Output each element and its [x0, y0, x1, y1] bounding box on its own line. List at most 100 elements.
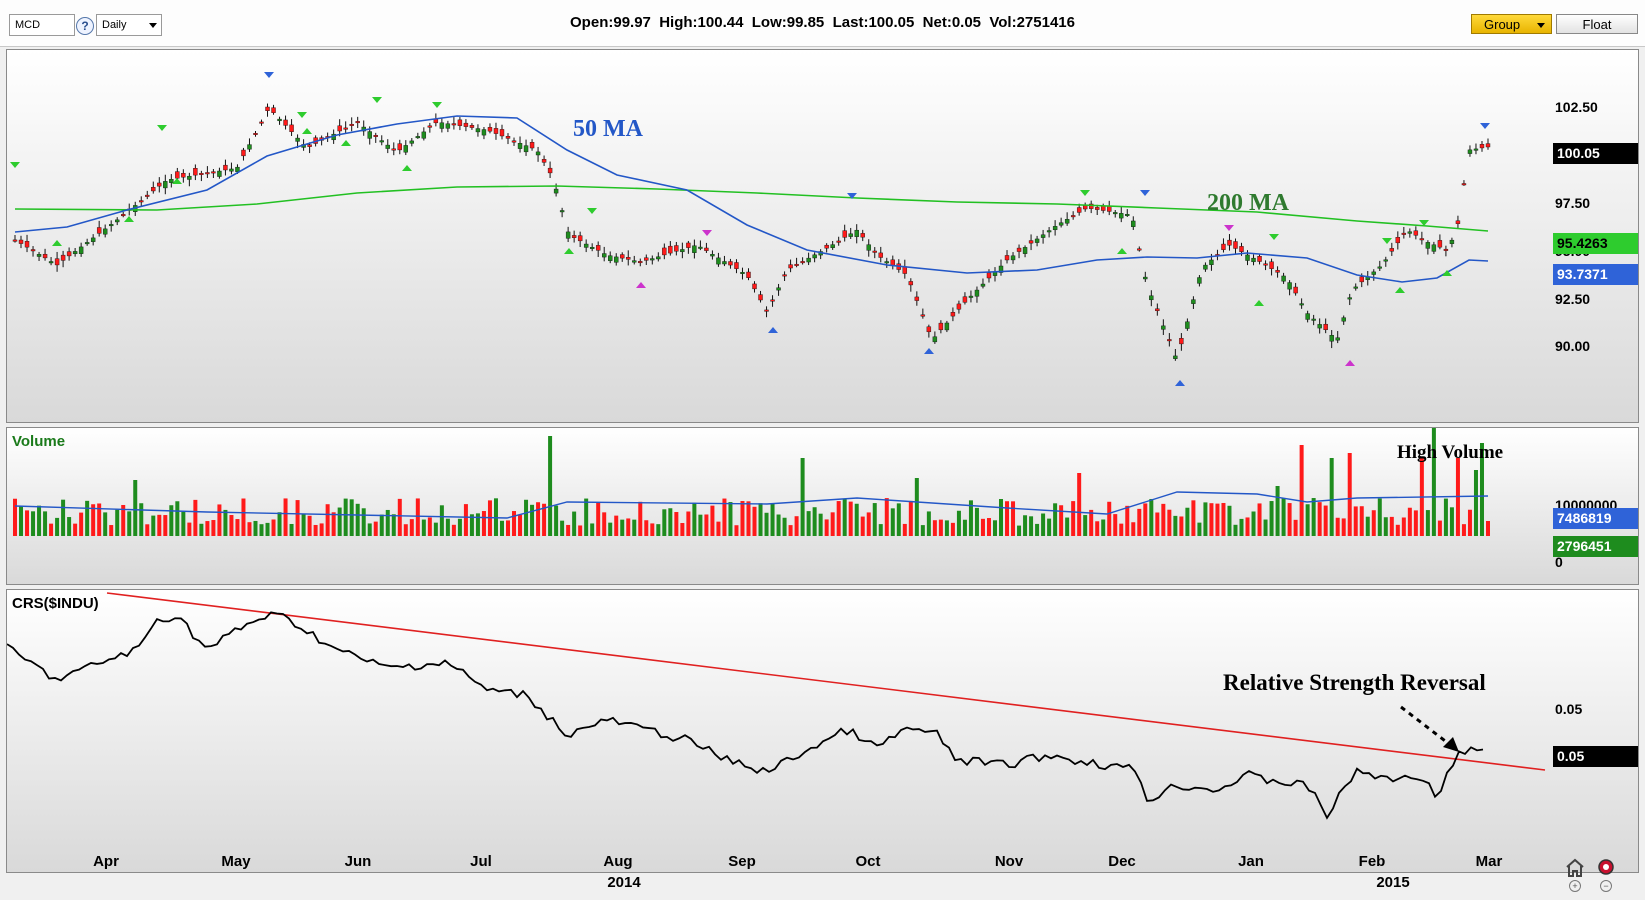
volume-bar — [1383, 517, 1388, 536]
candle-body — [728, 261, 733, 266]
volume-bar — [205, 521, 210, 536]
volume-bar — [530, 504, 535, 536]
volume-bar — [866, 512, 871, 536]
group-button[interactable]: Group — [1471, 14, 1552, 34]
x-tick-month: Jun — [344, 853, 372, 870]
candle-body — [24, 241, 30, 248]
candle-body — [529, 142, 535, 149]
volume-bar — [151, 515, 156, 536]
annotation-arrow — [1400, 705, 1454, 749]
volume-bar — [788, 525, 793, 536]
candle-body — [295, 137, 300, 142]
volume-bar — [157, 514, 162, 536]
volume-bar — [193, 499, 198, 536]
candle-body — [1143, 276, 1148, 280]
candle-body — [962, 296, 968, 303]
candle-body — [48, 261, 54, 264]
volume-bar — [1107, 501, 1112, 536]
candle-body — [1016, 247, 1022, 252]
candle-body — [1203, 264, 1208, 270]
volume-bar — [746, 501, 751, 536]
volume-bar — [109, 525, 114, 536]
candle-body — [277, 118, 282, 122]
candle-body — [638, 261, 643, 264]
candle-body — [872, 250, 877, 253]
volume-bar — [938, 519, 943, 536]
volume-bar — [1413, 510, 1418, 536]
candle-body — [1161, 325, 1166, 330]
candle-body — [770, 299, 775, 302]
x-tick-month: May — [221, 853, 251, 870]
help-icon[interactable]: ? — [76, 17, 94, 35]
pivot-marker — [1254, 300, 1264, 306]
volume-bar — [626, 518, 631, 536]
volume-bar — [253, 520, 258, 536]
candle-body — [734, 262, 739, 269]
pivot-marker — [52, 240, 62, 246]
volume-bar — [830, 512, 835, 536]
candle-body — [668, 245, 673, 254]
symbol-input[interactable]: MCD — [9, 14, 75, 36]
candle-body — [1034, 238, 1040, 243]
home-icon[interactable] — [1564, 858, 1586, 878]
candle-body — [644, 257, 649, 261]
volume-bar — [73, 523, 78, 536]
volume-bar — [61, 499, 66, 536]
y-tick: 90.00 — [1555, 338, 1591, 354]
annotation-arrowhead — [1443, 737, 1459, 752]
candle-body — [884, 261, 889, 264]
candle-body — [1257, 256, 1262, 262]
volume-bar — [25, 510, 30, 536]
candle-body — [740, 272, 745, 274]
candle-body — [1028, 240, 1034, 244]
volume-bar — [265, 522, 270, 536]
volume-bar — [896, 503, 901, 536]
candle-body — [1058, 222, 1064, 226]
volume-bar — [680, 523, 685, 536]
float-button[interactable]: Float — [1556, 14, 1638, 34]
volume-bar — [536, 502, 541, 536]
volume-bar — [1167, 509, 1172, 536]
volume-bar — [776, 514, 781, 536]
volume-bar — [79, 512, 84, 536]
volume-bar — [1449, 507, 1454, 536]
candle-body — [517, 143, 523, 149]
candle-body — [1371, 271, 1376, 275]
candle-body — [163, 181, 168, 189]
volume-bar — [361, 508, 366, 536]
volume-bar — [878, 524, 883, 536]
candle-body — [289, 124, 294, 132]
candle-body — [698, 246, 703, 249]
volume-bar — [518, 514, 523, 536]
zoom-in-icon[interactable]: + — [1569, 880, 1581, 892]
volume-bar — [319, 523, 324, 536]
candle-body — [758, 294, 763, 301]
volume-bar — [842, 499, 847, 536]
candle-body — [475, 128, 481, 133]
volume-title: Volume — [12, 433, 66, 450]
volume-bar — [1113, 514, 1118, 536]
volume-bar — [1329, 458, 1334, 536]
volume-bar — [728, 502, 733, 536]
candle-body — [650, 258, 655, 261]
volume-bar — [307, 515, 312, 536]
volume-bar — [920, 525, 925, 536]
candle-body — [1113, 212, 1118, 215]
candle-body — [553, 188, 559, 194]
volume-bar — [704, 514, 709, 536]
candle-body — [674, 245, 679, 252]
volume-bar — [1311, 498, 1316, 536]
candle-body — [355, 121, 360, 124]
volume-bar — [932, 520, 937, 536]
volume-bar — [373, 521, 378, 536]
volume-bar — [91, 504, 96, 536]
candle-body — [1131, 220, 1136, 227]
candle-body — [914, 296, 920, 301]
candle-body — [1149, 295, 1154, 301]
settings-icon[interactable] — [1596, 857, 1616, 877]
volume-ma-line — [14, 491, 1489, 519]
volume-bar — [439, 505, 444, 536]
period-select[interactable]: Daily — [96, 14, 162, 36]
zoom-out-icon[interactable]: − — [1600, 880, 1612, 892]
candle-body — [1076, 207, 1082, 213]
